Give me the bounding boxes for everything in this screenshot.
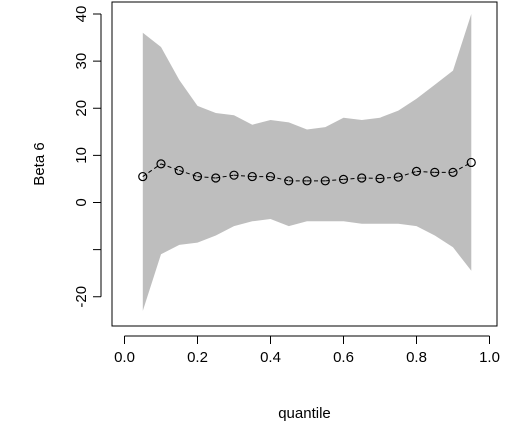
series-line-segment [416,170,435,173]
data-point [320,176,330,186]
data-point [229,170,239,180]
series-line-segment [379,176,399,179]
x-tick-label: 0.0 [114,349,135,366]
series-points-layer [138,157,476,186]
y-tick-label: 20 [73,100,90,117]
data-point [448,167,458,177]
series-line-segment [233,174,253,178]
y-axis-title: Beta 6 [31,142,48,185]
data-point [302,176,312,186]
plot-frame [111,1,498,327]
x-axis-title: quantile [278,405,331,422]
data-point [466,157,476,168]
data-point [411,166,422,176]
data-point [211,173,221,183]
data-point [192,171,203,182]
series-line-segment [179,169,198,178]
data-point [375,173,385,184]
x-tick-label: 0.4 [260,349,281,366]
confidence-band [142,14,472,311]
confidence-band-layer [142,14,472,311]
data-point [156,159,166,169]
x-tick-label: 0.2 [187,349,208,366]
data-point [138,171,148,182]
x-axis: 0.0 0.2 0.4 0.6 0.8 1.0 [114,335,500,366]
series-line-segment [215,174,235,179]
series-line-segment [160,163,180,171]
data-point [174,165,184,176]
series-line-segment [325,178,344,182]
y-tick-label: -20 [73,286,90,308]
x-tick-label: 1.0 [479,349,500,366]
y-tick-label: 0 [73,198,90,206]
data-point [247,171,257,182]
series-line-layer [142,162,472,182]
data-point [338,174,349,185]
y-tick-label: 10 [73,147,90,164]
data-point [357,173,367,183]
x-tick-label: 0.6 [333,349,354,366]
series-line-segment [197,176,216,179]
series-line-segment [343,177,362,180]
series-line-segment [398,170,417,178]
y-tick-label: 30 [73,53,90,70]
series-line-segment [270,176,289,182]
y-axis: -20 0 10 20 30 40 [73,6,102,308]
data-point [393,172,403,182]
series-line-segment [452,162,472,173]
y-tick-label: 40 [73,6,90,23]
data-point [430,167,440,177]
data-point [284,176,294,186]
x-tick-label: 0.8 [406,349,427,366]
data-point [265,171,276,182]
